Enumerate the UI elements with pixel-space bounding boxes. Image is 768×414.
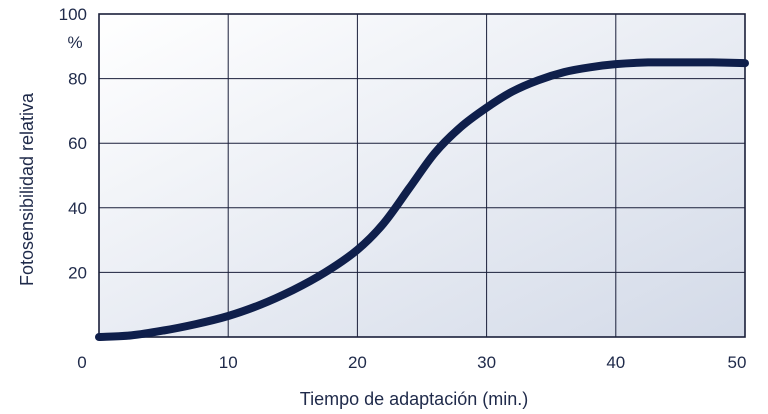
x-tick-label: 30 — [477, 353, 496, 372]
y-tick-label: 80 — [68, 70, 87, 89]
x-tick-label: 50 — [728, 353, 747, 372]
y-tick-label: 20 — [68, 263, 87, 282]
y-tick-label: 60 — [68, 134, 87, 153]
x-tick-label: 40 — [606, 353, 625, 372]
x-tick-label: 20 — [348, 353, 367, 372]
y-axis-label: Fotosensibilidad relativa — [17, 92, 37, 286]
y-tick-label: 40 — [68, 199, 87, 218]
series-line — [95, 58, 749, 341]
y-unit-label: % — [67, 33, 82, 52]
x-axis-label: Tiempo de adaptación (min.) — [300, 389, 528, 409]
x-tick-label: 0 — [77, 353, 86, 372]
y-tick-label: 100 — [59, 5, 87, 24]
plot-frame — [98, 13, 746, 338]
tick-labels: 0 10 20 30 40 50 20 40 60 80 100 — [59, 5, 747, 372]
series-layer — [95, 58, 749, 341]
x-tick-label: 10 — [219, 353, 238, 372]
